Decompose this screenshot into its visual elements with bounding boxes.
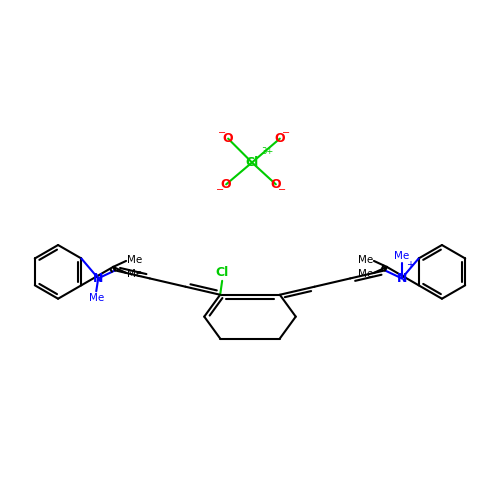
- Text: O: O: [270, 178, 281, 191]
- Text: −: −: [216, 186, 224, 196]
- Text: 3+: 3+: [261, 146, 273, 156]
- Text: Me: Me: [394, 252, 409, 262]
- Text: N: N: [396, 272, 407, 285]
- Text: Me: Me: [358, 255, 373, 265]
- Text: +: +: [406, 260, 413, 270]
- Text: N: N: [93, 272, 104, 285]
- Text: −: −: [278, 186, 286, 196]
- Text: −: −: [218, 128, 226, 138]
- Text: Me: Me: [358, 269, 373, 279]
- Text: Me: Me: [127, 269, 142, 279]
- Text: O: O: [223, 132, 234, 145]
- Text: O: O: [221, 178, 232, 191]
- Text: O: O: [274, 132, 285, 145]
- Text: Me: Me: [127, 255, 142, 265]
- Text: Cl: Cl: [246, 156, 258, 169]
- Text: Me: Me: [88, 294, 104, 304]
- Text: Cl: Cl: [216, 266, 229, 279]
- Text: −: −: [282, 128, 290, 138]
